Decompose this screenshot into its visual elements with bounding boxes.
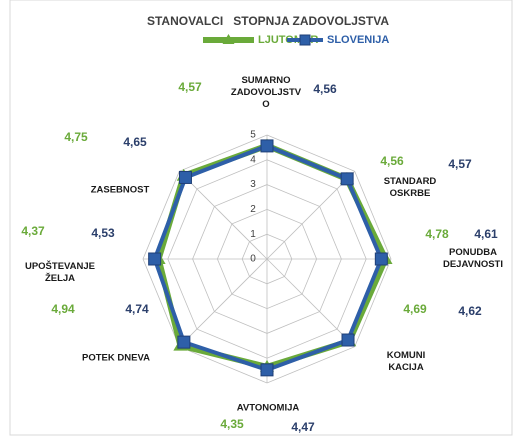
spoke [266,258,355,347]
marker [260,139,274,153]
data-label: 4,94 [51,302,75,316]
marker [260,363,274,377]
category-label: STANDARD OSKRBE [384,176,437,199]
legend-marker [222,34,235,44]
category-label: ZASEBNOST [91,185,150,196]
category-label: AVTONOMIJA [237,403,300,414]
data-label: 4,57 [178,80,202,94]
data-label: 4,65 [123,135,147,149]
category-label: POTEK DNEVA [82,353,150,364]
legend-marker [299,34,311,46]
r-tick-label: 3 [250,179,256,190]
r-tick-label: 4 [250,154,256,165]
data-label: 4,74 [125,302,149,316]
data-label: 4,57 [448,157,472,171]
marker [341,333,355,347]
category-label: PONUDBA DEJAVNOSTI [443,247,503,270]
data-label: 4,61 [474,227,498,241]
data-label: 4,35 [220,417,244,431]
data-label: 4,62 [458,304,482,318]
r-tick-label: 0 [250,254,256,265]
spoke [266,171,355,260]
category-label: UPOŠTEVANJE ŽELJA [25,260,95,284]
data-label: 4,75 [64,130,88,144]
chart-title: STANOVALCI STOPNJA ZADOVOLJSTVA [147,14,389,28]
data-label: 4,47 [291,420,315,434]
r-tick-label: 2 [250,204,256,215]
marker [178,170,192,184]
marker [374,252,388,266]
marker [340,172,354,186]
data-label: 4,37 [21,224,45,238]
category-label: KOMUNI KACIJA [387,350,426,373]
r-tick-label: 1 [250,229,256,240]
marker [148,252,162,266]
spoke [179,171,268,260]
r-tick-label: 5 [250,130,256,141]
category-label: SUMARNO ZADOVOLJSTV O [231,75,302,110]
data-label: 4,69 [403,302,427,316]
marker [177,335,191,349]
data-label: 4,56 [313,82,337,96]
legend-label: SLOVENIJA [327,34,389,46]
spoke [179,258,268,347]
data-label: 4,56 [380,154,404,168]
data-label: 4,53 [91,226,115,240]
data-label: 4,78 [425,227,449,241]
